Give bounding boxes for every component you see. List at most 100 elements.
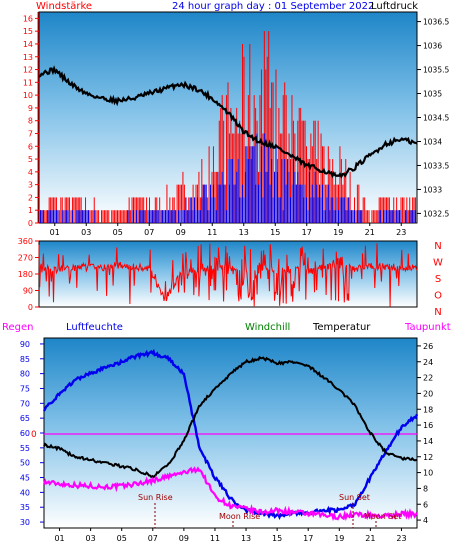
panel3-right-tick-label: 24 xyxy=(423,358,433,367)
panel2-tick-label: 90 xyxy=(23,287,33,296)
panel1-x-ticks: 01 03 05 07 09 11 13 15 17 19 21 23 xyxy=(50,223,406,237)
panel1-left-tick-label: 1 xyxy=(28,206,33,215)
panel1-right-tick-label: 1035 xyxy=(423,90,442,99)
panel2-tick-label: 180 xyxy=(18,270,33,279)
panel3-right-tick-label: 22 xyxy=(423,374,433,383)
panel1-x-tick-label: 03 xyxy=(81,228,91,237)
panel3-left-tick-label: 35 xyxy=(20,503,30,512)
panel1-left-tick-label: 4 xyxy=(28,168,33,177)
panel3-right-tick-label: 4 xyxy=(423,516,428,525)
panel3-left-tick-label: 50 xyxy=(20,459,30,468)
legend-taupunkt: Taupunkt xyxy=(404,322,451,333)
panel3-x-tick-label: 05 xyxy=(117,534,127,543)
panel3-left-tick-label: 70 xyxy=(20,399,30,408)
panel1-x-tick-label: 01 xyxy=(50,228,60,237)
panel3-right-tick-label: 26 xyxy=(423,342,433,351)
panel3-right-axis: 4 6 8 10 12 14 16 18 20 22 24 26 xyxy=(417,342,433,525)
panel1-left-tick-label: 12 xyxy=(23,66,33,75)
panel3-left-tick-label: 85 xyxy=(20,355,30,364)
panel3-left-axis: 30 35 40 45 50 55 60 65 70 75 80 85 90 xyxy=(20,340,44,527)
panel1-x-tick-label: 09 xyxy=(176,228,186,237)
panel1-right-tick-label: 1034 xyxy=(423,137,442,146)
panel3-right-tick-label: 6 xyxy=(423,500,428,509)
panel2-tick-label: 360 xyxy=(18,237,33,246)
header-right-label: Luftdruck xyxy=(371,1,418,12)
panel3-left-tick-label: 40 xyxy=(20,488,30,497)
panel1-right-tick-label: 1036.5 xyxy=(423,18,449,27)
panel3-x-tick-label: 09 xyxy=(179,534,189,543)
panel3-x-tick-label: 11 xyxy=(210,534,220,543)
panel3-x-tick-label: 13 xyxy=(241,534,251,543)
panel3-x-tick-label: 15 xyxy=(272,534,282,543)
legend-luftfeuchte: Luftfeuchte xyxy=(66,322,123,333)
panel3-left-tick-label: 75 xyxy=(20,384,30,393)
panel1-left-tick-label: 8 xyxy=(28,117,33,126)
panel1-left-tick-label: 7 xyxy=(28,129,33,138)
rain-zero-label: 0 xyxy=(31,430,37,440)
header-center-title: 24 hour graph day : 01 September 2022 xyxy=(172,1,374,12)
moon-rise-label: Moon Rise xyxy=(219,512,260,521)
panel2-axis: 0 90 180 270 360 xyxy=(18,237,39,312)
panel1-left-tick-label: 2 xyxy=(28,193,33,202)
panel1-left-tick-label: 11 xyxy=(23,78,33,87)
panel1-left-tick-label: 14 xyxy=(23,40,33,49)
panel1-left-tick-label: 5 xyxy=(28,155,33,164)
panel1-x-tick-label: 23 xyxy=(396,228,406,237)
panel3-right-tick-label: 14 xyxy=(423,437,433,446)
panel3-left-tick-label: 90 xyxy=(20,340,30,349)
sun-rise-label: Sun Rise xyxy=(138,493,173,502)
panel1-left-tick-label: 0 xyxy=(28,219,33,228)
panel1-right-tick-label: 1034.5 xyxy=(423,114,449,123)
panel3-right-tick-label: 16 xyxy=(423,421,433,430)
panel1-x-tick-label: 15 xyxy=(270,228,280,237)
sun-set-label: Sun Set xyxy=(339,493,370,502)
panel3-x-tick-label: 07 xyxy=(148,534,158,543)
panel3-x-tick-label: 17 xyxy=(303,534,313,543)
panel3-right-tick-label: 8 xyxy=(423,484,428,493)
panel3-left-tick-label: 60 xyxy=(20,429,30,438)
panel1-x-tick-label: 07 xyxy=(144,228,154,237)
panel3-right-tick-label: 20 xyxy=(423,389,433,398)
moon-set-label: Moon Set xyxy=(364,512,401,521)
panel2-tick-label: 0 xyxy=(28,303,33,312)
panel3-right-tick-label: 18 xyxy=(423,405,433,414)
panel3-x-ticks: 01 03 05 07 09 11 13 15 17 19 21 23 xyxy=(54,528,407,543)
panel1-left-tick-label: 13 xyxy=(23,53,33,62)
legend-windchill: Windchill xyxy=(245,322,290,333)
panel2-tick-label: 270 xyxy=(18,254,33,263)
panel1-right-tick-label: 1036 xyxy=(423,42,442,51)
panel3-left-tick-label: 80 xyxy=(20,370,30,379)
panel3-temperature-line xyxy=(43,355,418,479)
panel3-right-tick-label: 10 xyxy=(423,469,433,478)
direction-letter: N xyxy=(434,307,441,318)
panel1-pressure-line xyxy=(38,65,418,179)
panel3-left-tick-label: 30 xyxy=(20,518,30,527)
panel3-x-tick-label: 19 xyxy=(334,534,344,543)
panel1-right-tick-label: 1032.5 xyxy=(423,209,449,218)
panel1-wind-avg-series xyxy=(39,133,417,223)
panel1-left-tick-label: 9 xyxy=(28,104,33,113)
panel3-left-tick-label: 45 xyxy=(20,474,30,483)
panel3-left-tick-label: 55 xyxy=(20,444,30,453)
panel1-left-tick-label: 6 xyxy=(28,142,33,151)
direction-letter: W xyxy=(433,258,443,269)
panel1-right-tick-label: 1035.5 xyxy=(423,66,449,75)
direction-letter: N xyxy=(434,241,441,252)
panel3-humidity-line xyxy=(42,348,419,521)
panel1-left-tick-label: 15 xyxy=(23,27,33,36)
panel1-x-tick-label: 19 xyxy=(333,228,343,237)
panel-humidity-temperature xyxy=(43,337,418,529)
panel1-right-tick-label: 1033 xyxy=(423,185,442,194)
panel3-x-tick-label: 01 xyxy=(54,534,64,543)
panel3-left-tick-label: 65 xyxy=(20,414,30,423)
panel1-x-tick-label: 13 xyxy=(239,228,249,237)
panel1-x-tick-label: 17 xyxy=(302,228,312,237)
panel1-left-tick-label: 10 xyxy=(23,91,33,100)
direction-letter: O xyxy=(434,291,442,302)
panel1-x-tick-label: 05 xyxy=(113,228,123,237)
panel3-right-tick-label: 12 xyxy=(423,453,433,462)
panel3-x-tick-label: 23 xyxy=(396,534,406,543)
panel3-x-tick-label: 03 xyxy=(86,534,96,543)
